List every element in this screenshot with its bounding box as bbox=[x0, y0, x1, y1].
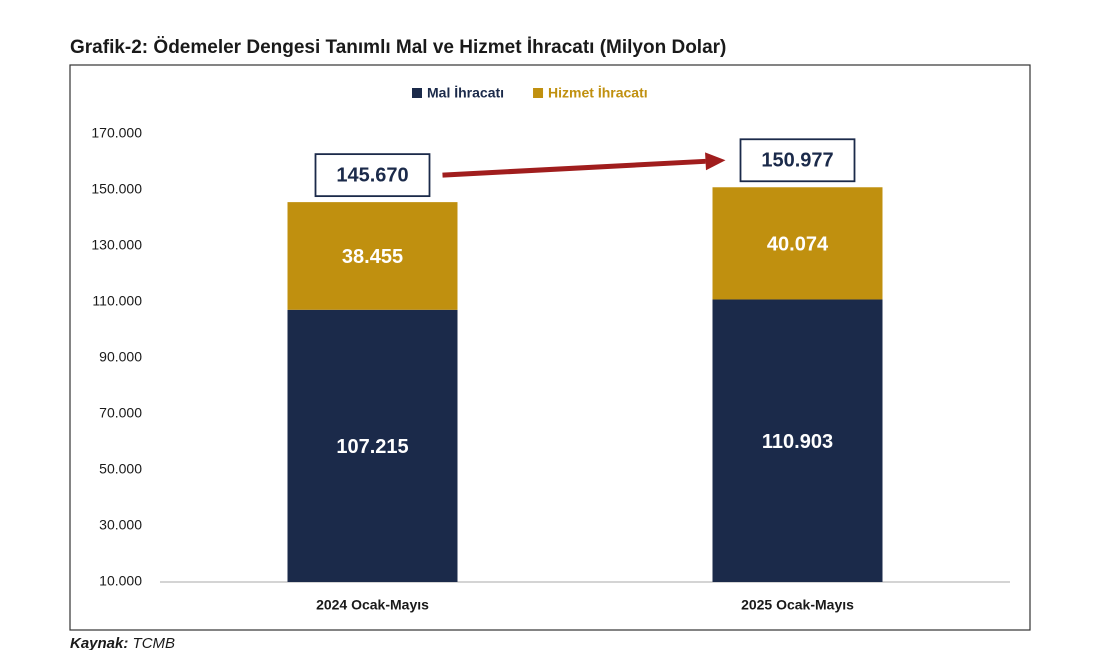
bar-segment bbox=[712, 299, 883, 582]
legend-label: Hizmet İhracatı bbox=[548, 85, 648, 101]
value-label: 38.455 bbox=[342, 246, 403, 268]
bar-segment bbox=[287, 309, 458, 582]
chart-frame bbox=[69, 64, 1031, 631]
chart-title: Grafik-2: Ödemeler Dengesi Tanımlı Mal v… bbox=[70, 37, 726, 58]
y-tick-label: 10.000 bbox=[99, 573, 142, 589]
legend-label: Mal İhracatı bbox=[427, 85, 504, 101]
source-text: Kaynak: TCMB bbox=[70, 635, 175, 650]
y-tick-label: 90.000 bbox=[99, 349, 142, 365]
y-tick-label: 30.000 bbox=[99, 517, 142, 533]
y-tick-label: 130.000 bbox=[91, 237, 142, 253]
y-tick-label: 50.000 bbox=[99, 461, 142, 477]
source-label: Kaynak: bbox=[70, 635, 128, 650]
bar-segment bbox=[287, 202, 458, 310]
y-tick-label: 110.000 bbox=[92, 293, 142, 309]
value-label: 110.903 bbox=[762, 431, 833, 453]
source: TCMB bbox=[133, 635, 176, 650]
total-box bbox=[314, 153, 431, 198]
x-tick-label: 2025 Ocak-Mayıs bbox=[741, 597, 854, 613]
legend-swatch bbox=[412, 88, 422, 98]
trend-arrow-head bbox=[705, 152, 726, 171]
legend-swatch bbox=[533, 88, 544, 98]
value-label: 107.215 bbox=[336, 436, 408, 458]
value-label: 40.074 bbox=[767, 234, 829, 256]
y-tick-label: 150.000 bbox=[91, 181, 142, 197]
total-label: 150.977 bbox=[761, 150, 833, 172]
bar-segment bbox=[712, 187, 883, 300]
y-tick-label: 70.000 bbox=[99, 405, 142, 421]
x-tick-label: 2024 Ocak-Mayıs bbox=[316, 597, 429, 613]
trend-arrow bbox=[442, 158, 706, 178]
total-box bbox=[739, 138, 856, 183]
y-tick-label: 170.000 bbox=[91, 125, 142, 141]
total-label: 145.670 bbox=[336, 164, 408, 186]
